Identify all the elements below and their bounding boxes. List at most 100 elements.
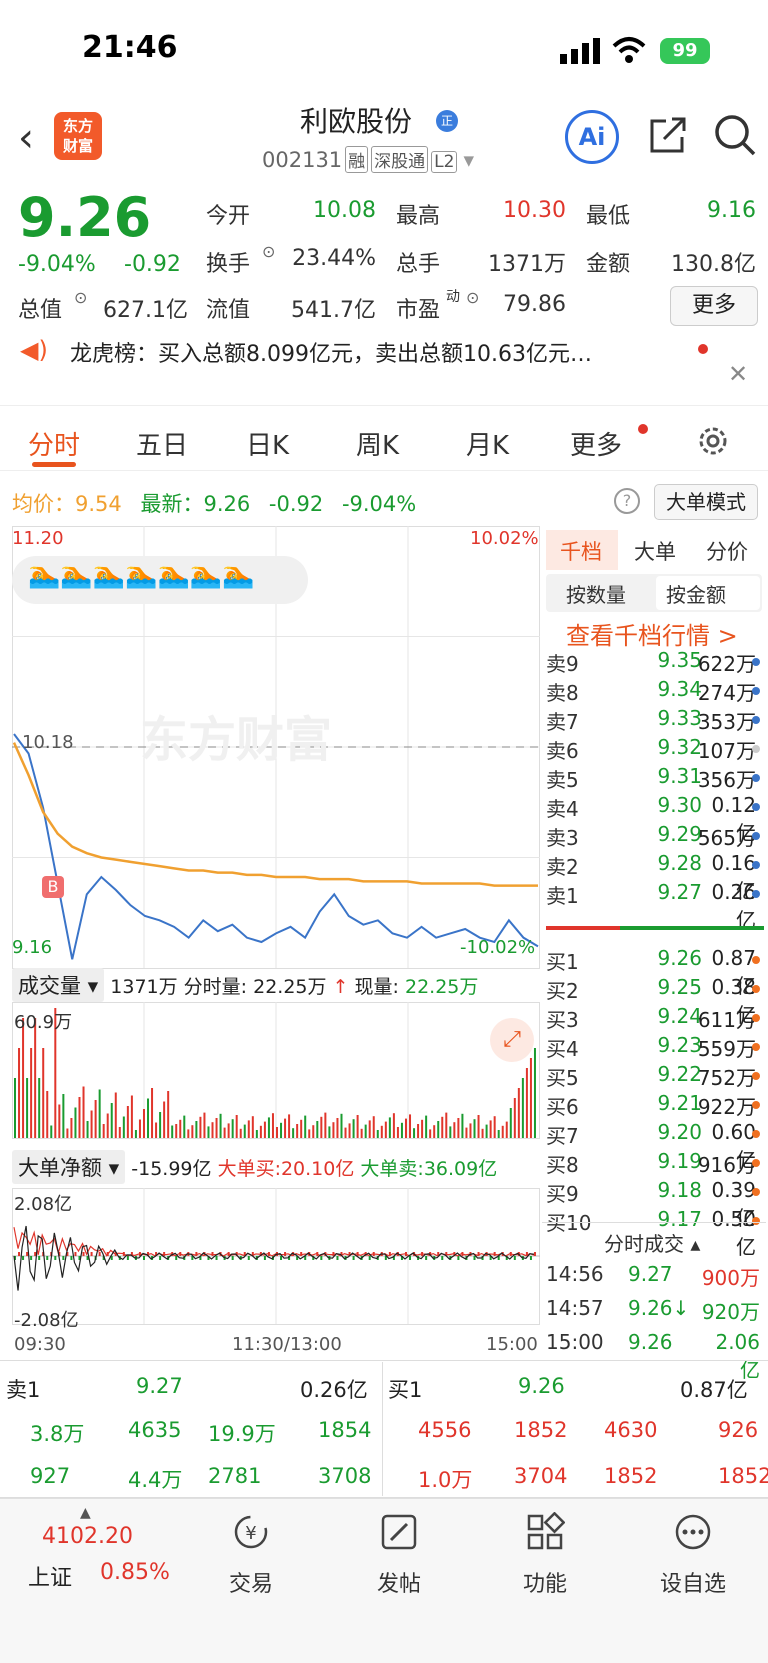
bid-row[interactable]: 买2 9.25 0.38亿 xyxy=(546,975,764,1027)
series-avg xyxy=(12,742,538,887)
float-label: 流值 xyxy=(206,298,251,323)
gear-icon[interactable] xyxy=(696,424,730,458)
ask-label: 卖6 xyxy=(546,739,579,763)
bid-volume: 559万 xyxy=(697,1037,756,1061)
info-icon[interactable]: ⊙ xyxy=(74,288,88,307)
ask-volume: 0.26亿 xyxy=(711,880,756,932)
volume-total: 1371万 xyxy=(110,976,178,998)
volume-dropdown[interactable]: 成交量 ▾ xyxy=(12,968,105,1002)
low-label: 最低 xyxy=(586,204,631,229)
volume-bar xyxy=(94,1100,97,1138)
volume-bar xyxy=(280,1122,283,1138)
tab-more[interactable]: 更多 xyxy=(570,431,623,461)
seg-by-qty[interactable]: 按数量 xyxy=(566,583,626,607)
stock-code-line[interactable]: 002131 融深股通 L2 ▾ xyxy=(262,146,474,173)
bid-row[interactable]: 买10 9.17 0.50亿 xyxy=(546,1207,764,1259)
tab-daily-k[interactable]: 日K xyxy=(246,431,290,461)
buy-marker[interactable]: B xyxy=(42,876,64,898)
info-icon[interactable]: ⊙ xyxy=(262,242,276,261)
bid-row[interactable]: 买3 9.24 611万 xyxy=(546,1004,764,1033)
volume-bar xyxy=(284,1118,287,1138)
volume-bar xyxy=(86,1121,89,1138)
bid-row[interactable]: 买9 9.18 0.39亿 xyxy=(546,1178,764,1230)
tab-intraday[interactable]: 分时 xyxy=(28,431,81,461)
volume-bar xyxy=(227,1123,230,1138)
volume-header: 成交量 ▾ 1371万 分时量: 22.25万 ↑ 现量: 22.25万 xyxy=(12,968,478,1002)
ask-row[interactable]: 卖5 9.31 356万 xyxy=(546,764,764,793)
tab-weekly-k[interactable]: 周K xyxy=(356,431,400,461)
seg-by-amount[interactable]: 按金额 xyxy=(666,583,726,607)
volume-bar xyxy=(34,1018,37,1138)
bigorder-bar xyxy=(78,1256,81,1260)
ask-label: 卖1 xyxy=(546,884,579,908)
bid-row[interactable]: 买1 9.26 0.87亿 xyxy=(546,946,764,998)
latest-change: -0.92 xyxy=(268,492,324,516)
nav-post-label: 发帖 xyxy=(376,1572,421,1597)
bigorder-buy-line xyxy=(13,1227,535,1257)
search-icon[interactable] xyxy=(712,112,758,158)
kilo-quote-link[interactable]: 查看千档行情 > xyxy=(566,622,738,650)
ai-button[interactable]: Ai xyxy=(565,110,619,164)
y-min-label: 9.16 xyxy=(12,937,53,958)
bid-row[interactable]: 买4 9.23 559万 xyxy=(546,1033,764,1062)
tab-five-day[interactable]: 五日 xyxy=(136,431,189,461)
bid-row[interactable]: 买5 9.22 752万 xyxy=(546,1062,764,1091)
bid-row[interactable]: 买6 9.21 922万 xyxy=(546,1091,764,1120)
bid-row[interactable]: 买8 9.19 916万 xyxy=(546,1149,764,1178)
dive-badge[interactable] xyxy=(12,556,308,604)
nav-trade[interactable]: ¥ 交易 xyxy=(196,1512,306,1598)
back-icon[interactable]: ‹ xyxy=(18,115,34,161)
l1-sell-cell: 2781 xyxy=(208,1464,262,1488)
expand-icon[interactable]: ⤢ xyxy=(490,1018,534,1062)
index-pct[interactable]: 0.85% xyxy=(100,1560,170,1585)
volume-bar xyxy=(130,1095,133,1138)
ask-row[interactable]: 卖6 9.32 107万 xyxy=(546,735,764,764)
help-icon[interactable]: ? xyxy=(614,488,640,514)
ask-row[interactable]: 卖8 9.34 274万 xyxy=(546,677,764,706)
bigorder-bar xyxy=(199,1256,202,1260)
ask-row[interactable]: 卖4 9.30 0.12亿 xyxy=(546,793,764,845)
volume-bar xyxy=(481,1128,484,1138)
stock-name: 利欧股份 xyxy=(300,105,413,138)
bid-label: 买4 xyxy=(546,1037,579,1061)
volume-bar xyxy=(26,1078,29,1138)
info-icon[interactable]: ⊙ xyxy=(466,288,480,307)
big-order-mode-button[interactable]: 大单模式 xyxy=(654,484,758,520)
nav-functions[interactable]: 功能 xyxy=(490,1511,600,1598)
volume-bar xyxy=(155,1122,158,1138)
ob-tab-bigorder[interactable]: 大单 xyxy=(634,540,676,564)
ob-tab-price[interactable]: 分价 xyxy=(706,540,748,564)
tab-monthly-k[interactable]: 月K xyxy=(466,431,510,461)
volume-bar xyxy=(465,1127,468,1138)
ask-row[interactable]: 卖7 9.33 353万 xyxy=(546,706,764,735)
bigorder-buy-label: 大单买: xyxy=(217,1158,281,1180)
bigorder-bar xyxy=(58,1252,61,1256)
nav-post[interactable]: 发帖 xyxy=(344,1512,454,1598)
bid-dot xyxy=(752,985,760,993)
volume-bar xyxy=(239,1128,242,1138)
ob-tab-kilo[interactable]: 千档 xyxy=(560,540,602,564)
ask-row[interactable]: 卖3 9.29 565万 xyxy=(546,822,764,851)
share-icon[interactable] xyxy=(648,115,688,155)
ask-volume: 274万 xyxy=(697,681,756,705)
more-button[interactable]: 更多 xyxy=(670,286,758,326)
ask-row[interactable]: 卖1 9.27 0.26亿 xyxy=(546,880,764,932)
volume-bar xyxy=(368,1120,371,1138)
ask-row[interactable]: 卖2 9.28 0.16亿 xyxy=(546,851,764,903)
up-arrow-icon: ↑ xyxy=(332,976,349,998)
notice-text[interactable]: 龙虎榜：买入总额8.099亿元，卖出总额10.63亿元… xyxy=(70,342,592,367)
volume-bar xyxy=(316,1121,319,1138)
bigorder-dropdown[interactable]: 大单净额 ▾ xyxy=(12,1150,126,1184)
ticks-header[interactable]: 分时成交 ▴ xyxy=(604,1228,700,1257)
intraday-chart[interactable] xyxy=(12,526,542,1386)
index-name[interactable]: 上证 xyxy=(28,1566,73,1591)
index-value[interactable]: 4102.20 xyxy=(42,1524,133,1549)
volume-bar xyxy=(457,1118,460,1138)
minute-vol: 22.25万 xyxy=(253,976,327,998)
nav-add-watchlist[interactable]: 设自选 xyxy=(638,1512,748,1598)
volume-bar xyxy=(263,1121,266,1138)
bid-row[interactable]: 买7 9.20 0.60亿 xyxy=(546,1120,764,1172)
close-icon[interactable]: ✕ xyxy=(728,360,749,388)
ask-row[interactable]: 卖9 9.35 622万 xyxy=(546,648,764,677)
divider xyxy=(382,1362,383,1496)
